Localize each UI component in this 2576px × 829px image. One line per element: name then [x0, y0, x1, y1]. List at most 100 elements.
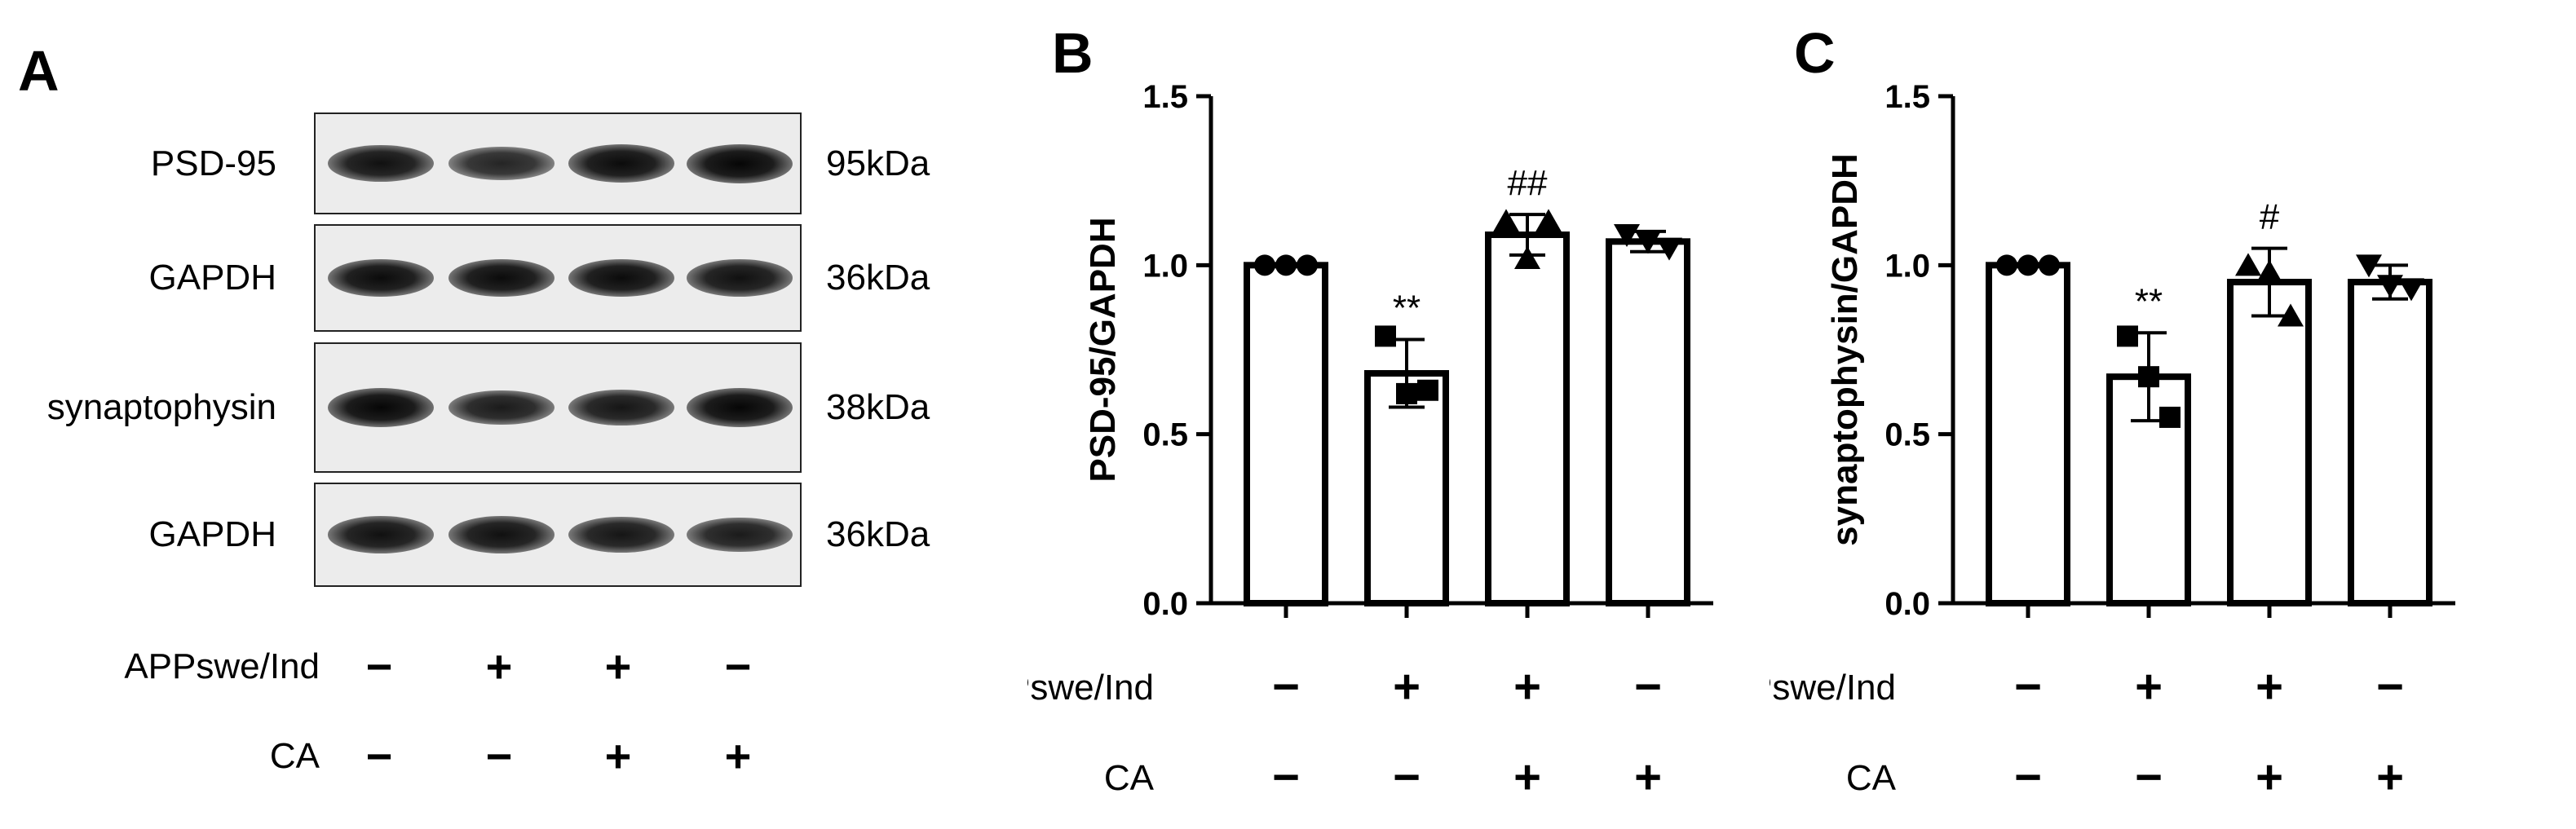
data-point-square	[2159, 406, 2181, 428]
y-tick-label: 1.5	[1885, 79, 1930, 115]
panel-c-letter: C	[1794, 21, 1836, 85]
panel-a-letter: A	[18, 39, 60, 103]
plus-sign: +	[724, 730, 752, 782]
condition-label: APPswe/Ind	[1027, 668, 1154, 708]
blot-strip	[314, 483, 802, 587]
plus-sign: +	[1513, 660, 1541, 713]
plus-sign: +	[1513, 751, 1541, 804]
y-axis-label: PSD-95/GAPDH	[1083, 217, 1123, 482]
plus-sign: +	[2135, 660, 2163, 713]
y-tick-label: 1.0	[1885, 248, 1930, 284]
psd95-bar-chart: 0.0 0.5 1.0 1.5 PSD-95/GAPDH ** ## APPswe/Ind − +…	[1027, 79, 1713, 804]
blot-protein-label: synaptophysin	[46, 387, 276, 427]
blot-kda-label: 36kDa	[826, 258, 930, 298]
blot-kda-label: 36kDa	[826, 514, 930, 554]
data-point-square	[1396, 382, 1417, 404]
minus-sign: −	[1393, 751, 1421, 804]
minus-sign: −	[1272, 751, 1300, 804]
protein-band	[448, 516, 555, 553]
blot-strip	[314, 112, 802, 214]
y-tick-label: 0.5	[1885, 417, 1930, 453]
blot-protein-label: GAPDH	[148, 258, 276, 298]
minus-sign: −	[2376, 660, 2404, 713]
panel-b-letter: B	[1052, 21, 1094, 85]
minus-sign: −	[365, 641, 393, 692]
protein-band	[568, 516, 674, 553]
data-point-triangle-down	[1656, 237, 1682, 261]
blot-protein-label: GAPDH	[148, 514, 276, 554]
plus-sign: +	[1393, 660, 1421, 713]
minus-sign: −	[1272, 660, 1300, 713]
bar	[1986, 262, 2070, 606]
data-point-triangle-down	[1635, 231, 1661, 254]
condition-label: CA	[1104, 758, 1155, 798]
data-point-triangle-down	[2356, 254, 2382, 278]
condition-label: APPswe/Ind	[1770, 668, 1896, 708]
data-point-triangle-up	[2256, 259, 2282, 283]
protein-band	[448, 147, 555, 180]
data-point-circle	[2017, 254, 2039, 276]
protein-band	[568, 258, 674, 298]
blot-kda-label: 38kDa	[826, 387, 930, 427]
data-point-triangle-up	[2235, 253, 2261, 276]
minus-sign: −	[2014, 751, 2042, 804]
significance-annotation: **	[2135, 281, 2163, 321]
data-point-triangle-up	[2278, 303, 2304, 327]
blot-protein-label: PSD-95	[150, 143, 276, 183]
blot-kda-label: 95kDa	[826, 143, 930, 183]
plus-sign: +	[485, 641, 513, 692]
bar	[1485, 232, 1570, 606]
condition-label: CA	[269, 736, 320, 776]
data-point-circle	[1996, 254, 2017, 276]
plus-sign: +	[2376, 751, 2404, 804]
protein-band	[687, 143, 793, 183]
protein-band	[687, 517, 793, 553]
plus-sign: +	[604, 730, 632, 782]
y-axis-label: synaptophysin/GAPDH	[1825, 153, 1865, 546]
data-point-triangle-down	[2398, 278, 2424, 302]
synaptophysin-bar-chart: 0.0 0.5 1.0 1.5 synaptophysin/GAPDH ** # APPswe…	[1770, 79, 2455, 804]
data-point-triangle-up	[1514, 246, 1540, 270]
data-point-circle	[2039, 254, 2060, 276]
data-point-triangle-down	[1614, 224, 1640, 248]
protein-band	[328, 258, 434, 298]
condition-label: APPswe/Ind	[124, 646, 320, 686]
y-tick-label: 0.0	[1142, 586, 1188, 622]
minus-sign: −	[1634, 660, 1662, 713]
data-point-square	[2138, 366, 2159, 388]
bar	[1364, 370, 1449, 606]
protein-band	[448, 390, 555, 426]
y-tick-label: 1.0	[1142, 248, 1188, 284]
plus-sign: +	[1634, 751, 1662, 804]
y-tick-label: 0.0	[1885, 586, 1930, 622]
data-point-square	[1375, 325, 1396, 347]
minus-sign: −	[2014, 660, 2042, 713]
bar	[2348, 279, 2432, 606]
significance-annotation: #	[2260, 197, 2280, 237]
blot-strip	[314, 342, 802, 473]
data-point-triangle-up	[1493, 209, 1519, 232]
protein-band	[687, 259, 793, 297]
bar	[1606, 238, 1690, 606]
data-point-triangle-down	[2377, 275, 2403, 298]
bar	[2227, 279, 2312, 606]
protein-band	[328, 516, 434, 553]
data-point-triangle-up	[1535, 209, 1562, 232]
data-point-circle	[1275, 254, 1297, 276]
bar	[1244, 262, 1328, 606]
y-tick-label: 1.5	[1142, 79, 1188, 115]
data-point-square	[1417, 379, 1438, 401]
minus-sign: −	[485, 730, 513, 782]
protein-band	[448, 258, 555, 298]
minus-sign: −	[365, 730, 393, 782]
significance-annotation: **	[1393, 289, 1421, 329]
blot-strip	[314, 224, 802, 332]
plus-sign: +	[604, 641, 632, 692]
y-tick-label: 0.5	[1142, 417, 1188, 453]
protein-band	[568, 389, 674, 426]
plus-sign: +	[2256, 660, 2283, 713]
protein-band	[687, 388, 793, 427]
data-point-square	[2117, 325, 2138, 347]
minus-sign: −	[724, 641, 752, 692]
significance-annotation: ##	[1508, 163, 1548, 203]
